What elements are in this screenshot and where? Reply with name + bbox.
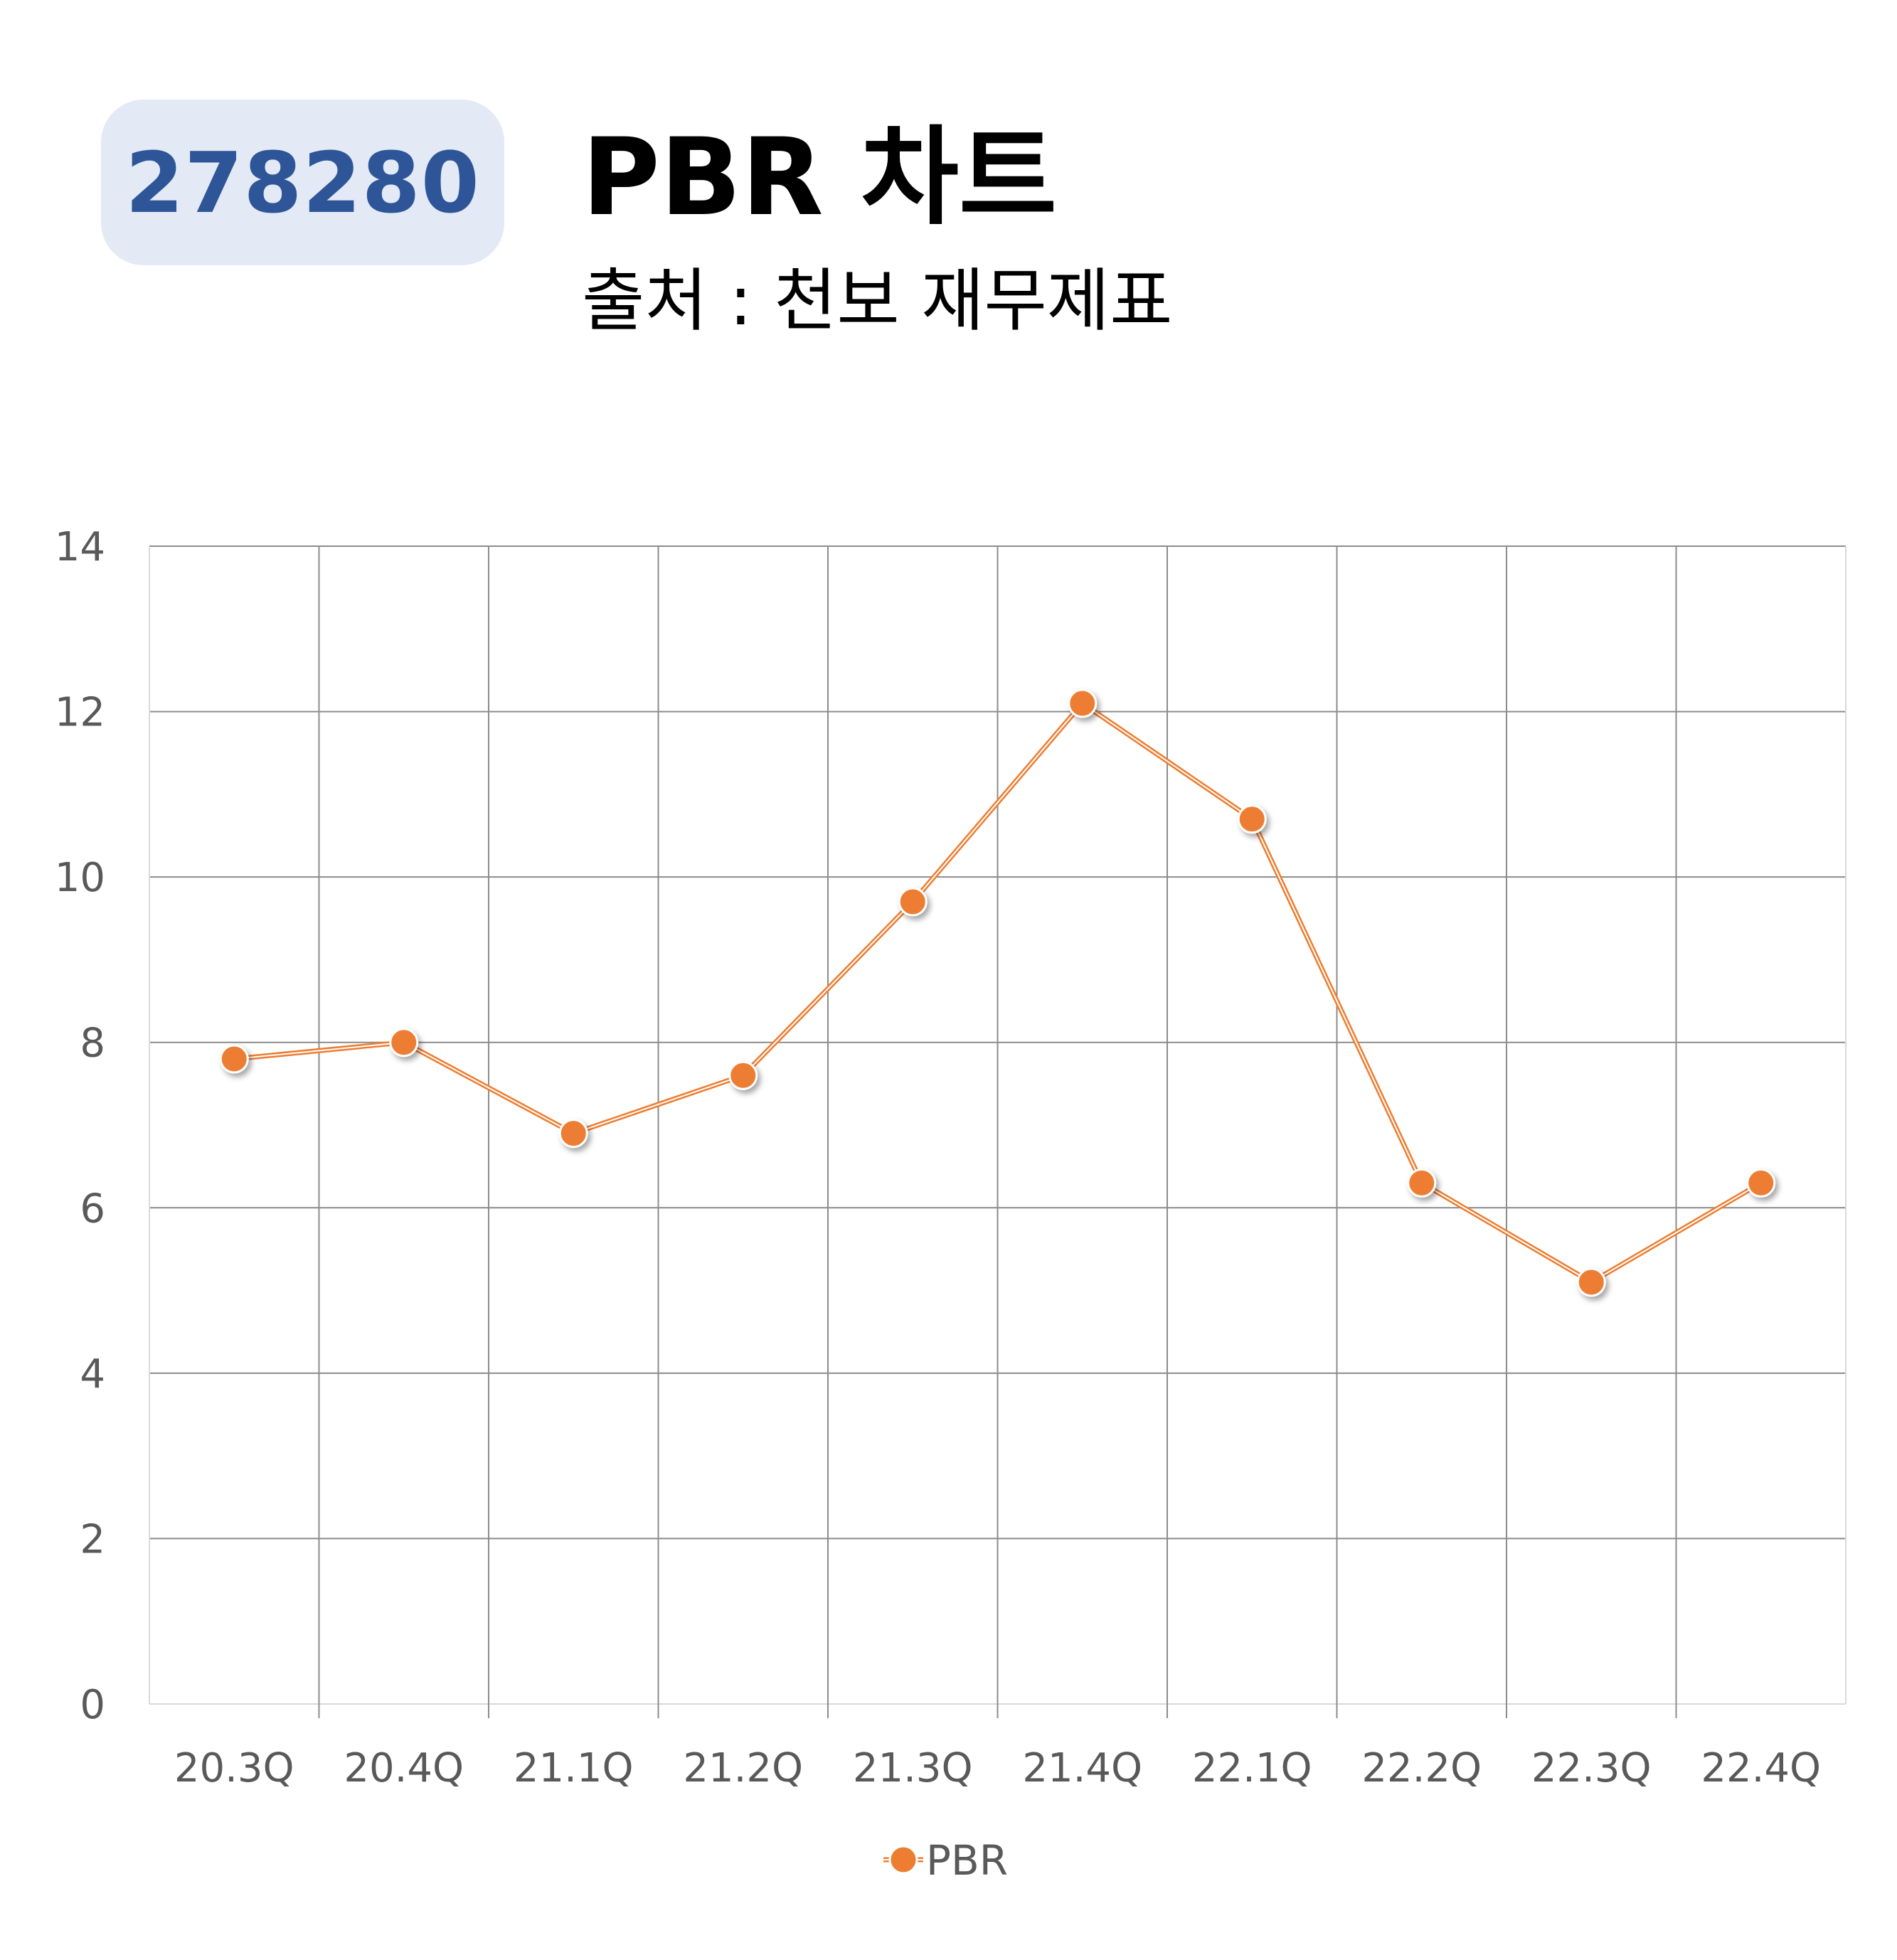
- legend-label-pbr: PBR: [926, 1836, 1008, 1885]
- data-point: [389, 1028, 419, 1058]
- y-tick-label: 4: [80, 1351, 105, 1397]
- x-tick-label: 22.1Q: [1192, 1745, 1312, 1791]
- stock-code: 278280: [125, 133, 480, 232]
- data-point: [1237, 804, 1267, 834]
- y-tick-label: 10: [55, 855, 105, 901]
- chart-gridlines: [149, 545, 1846, 1718]
- page-subtitle: 출처 : 천보 재무제표: [582, 261, 1173, 341]
- x-tick-label: 21.3Q: [853, 1745, 973, 1791]
- y-tick-label: 2: [80, 1516, 105, 1562]
- data-point: [1576, 1267, 1606, 1297]
- data-point: [1068, 688, 1098, 718]
- x-axis-tick-labels: 20.3Q 20.4Q 21.1Q 21.2Q 21.3Q 21.4Q 22.1Q 22.2Q…: [174, 1745, 1821, 1791]
- y-tick-label: 12: [55, 690, 105, 736]
- data-point: [558, 1119, 588, 1149]
- x-tick-label: 22.3Q: [1531, 1745, 1652, 1791]
- x-tick-label: 21.2Q: [683, 1745, 803, 1791]
- x-tick-label: 21.4Q: [1022, 1745, 1142, 1791]
- chart-legend: PBR: [883, 1836, 1008, 1885]
- x-tick-label: 21.1Q: [514, 1745, 634, 1791]
- y-tick-label: 8: [80, 1021, 105, 1067]
- data-point: [1746, 1168, 1776, 1198]
- x-tick-label: 20.3Q: [174, 1745, 294, 1791]
- stock-code-badge: 278280: [101, 100, 504, 265]
- x-tick-label: 22.2Q: [1361, 1745, 1482, 1791]
- y-axis-tick-labels: 0 2 4 6 8 10 12 14: [55, 524, 105, 1728]
- x-tick-label: 20.4Q: [344, 1745, 464, 1791]
- series-line-inner: [234, 702, 1762, 1283]
- y-tick-label: 6: [80, 1186, 105, 1232]
- data-point: [219, 1044, 249, 1074]
- data-point: [728, 1060, 758, 1090]
- y-tick-label: 0: [80, 1682, 105, 1728]
- data-point: [1407, 1168, 1437, 1198]
- data-point: [898, 887, 928, 917]
- x-tick-label: 22.4Q: [1701, 1745, 1821, 1791]
- y-tick-label: 14: [55, 524, 105, 570]
- legend-marker: [888, 1845, 918, 1875]
- page-title: PBR 차트: [582, 116, 1057, 240]
- series-pbr: [219, 688, 1776, 1297]
